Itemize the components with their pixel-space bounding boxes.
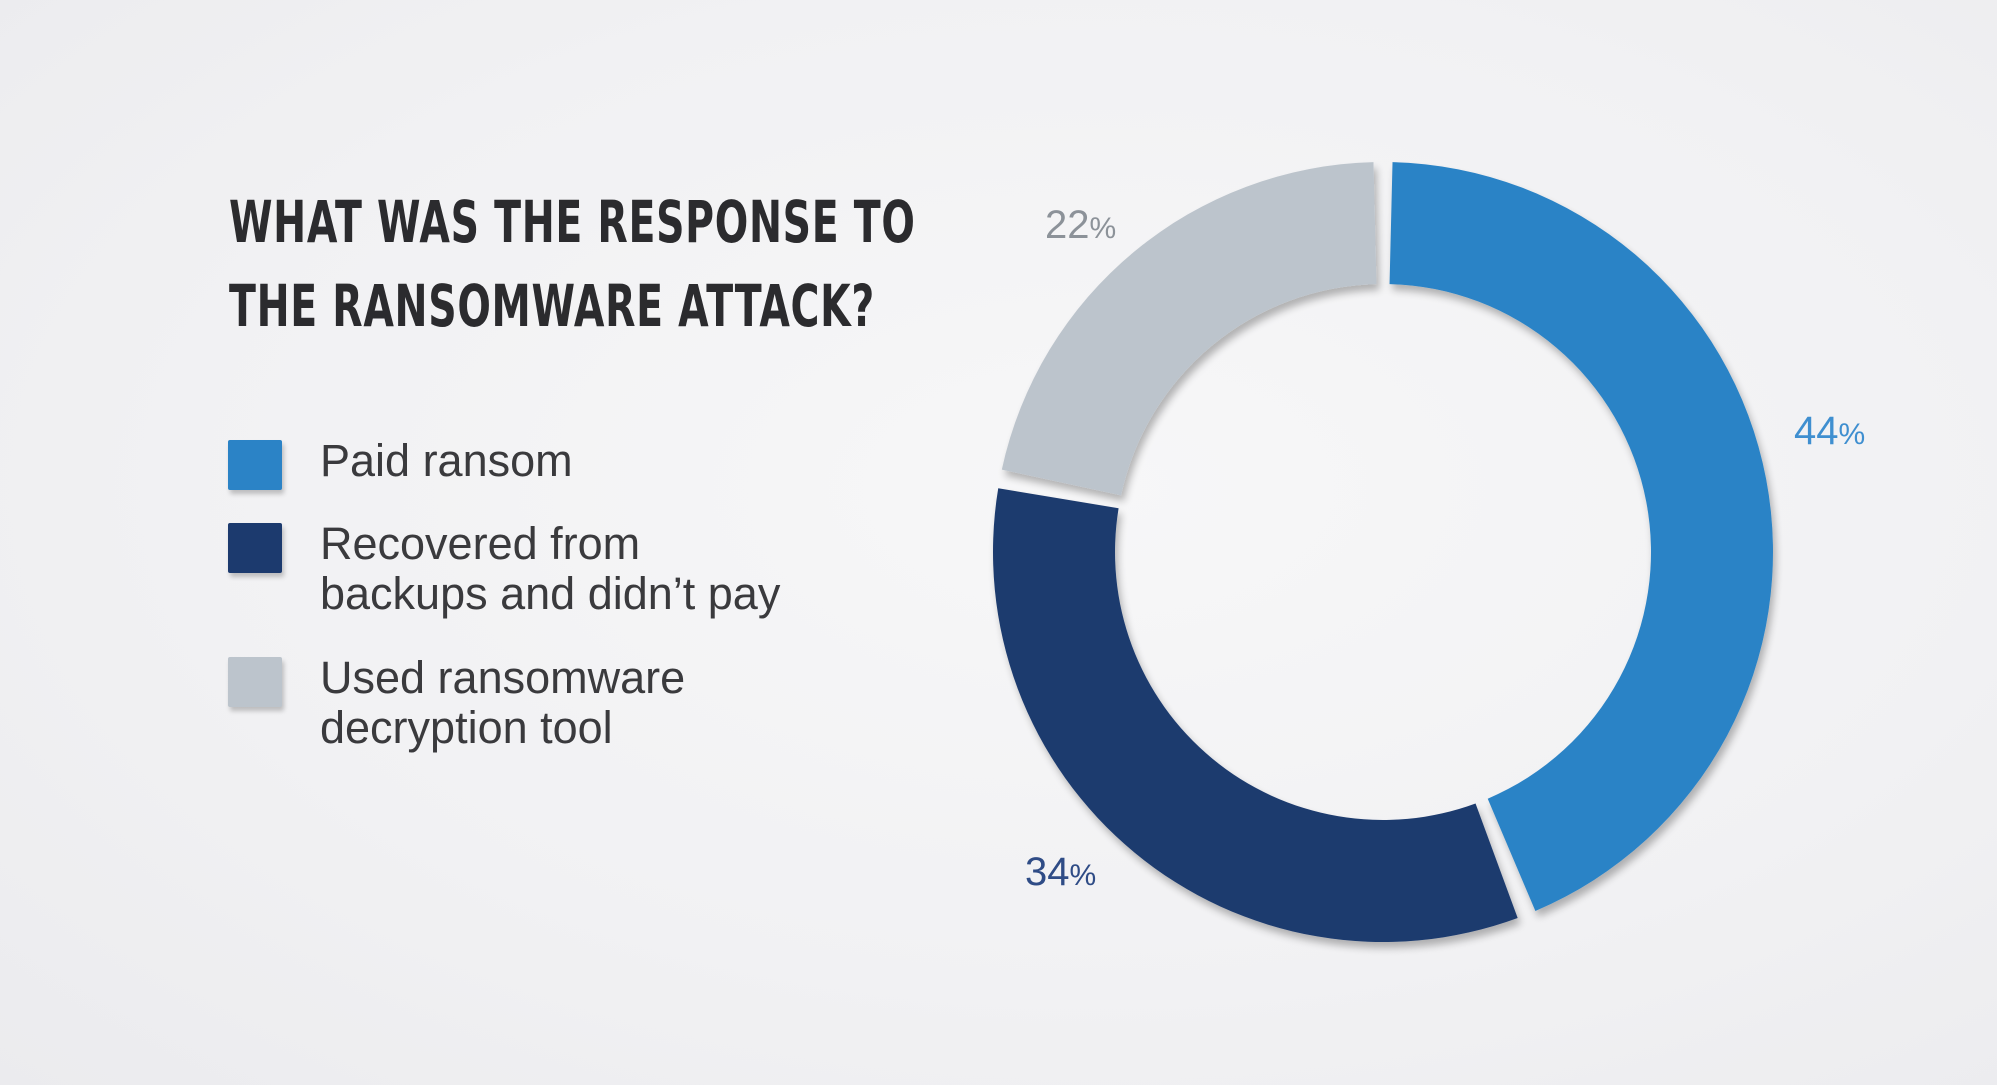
legend-label-line: decryption tool bbox=[320, 702, 613, 753]
legend-label-line: Recovered from bbox=[320, 518, 641, 569]
donut-slice-0 bbox=[1389, 162, 1773, 911]
legend-swatch-paid-ransom bbox=[228, 440, 282, 490]
slice-value-label-1: 34% bbox=[1025, 850, 1096, 894]
donut-slice-1 bbox=[993, 488, 1518, 943]
legend-label-line: Used ransomware bbox=[320, 652, 686, 703]
legend-label-used-decryption-tool: Used ransomware decryption tool bbox=[320, 653, 685, 753]
legend-label-recovered-from-backups: Recovered from backups and didn’t pay bbox=[320, 519, 780, 619]
legend-label-line: Paid ransom bbox=[320, 435, 573, 486]
slice-value-label-2: 22% bbox=[1045, 203, 1116, 247]
legend-label-line: backups and didn’t pay bbox=[320, 568, 781, 619]
slice-value-unit: % bbox=[1070, 859, 1097, 892]
slice-value-number: 34 bbox=[1025, 850, 1070, 894]
legend-label-paid-ransom: Paid ransom bbox=[320, 436, 573, 486]
slice-value-unit: % bbox=[1090, 212, 1117, 245]
slice-value-unit: % bbox=[1839, 418, 1866, 451]
legend-swatch-recovered-from-backups bbox=[228, 523, 282, 573]
slice-value-label-0: 44% bbox=[1794, 409, 1865, 453]
slice-value-number: 22 bbox=[1045, 203, 1090, 247]
donut-slice-2 bbox=[1001, 162, 1377, 496]
slice-value-number: 44 bbox=[1794, 409, 1839, 453]
legend-swatch-used-decryption-tool bbox=[228, 657, 282, 707]
